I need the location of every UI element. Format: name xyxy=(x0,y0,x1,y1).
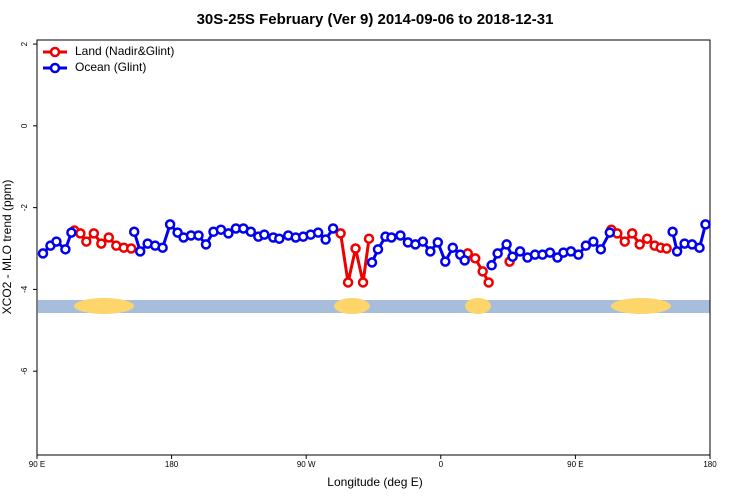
point xyxy=(459,255,470,266)
y-tick-label: -6 xyxy=(20,367,29,375)
y-tick-label: 0 xyxy=(20,123,29,128)
point xyxy=(425,246,436,257)
point xyxy=(350,243,361,254)
point xyxy=(372,244,384,255)
point xyxy=(580,240,592,251)
land-band xyxy=(74,298,134,314)
x-axis-label: Longitude (deg E) xyxy=(327,475,422,489)
land-band xyxy=(611,298,671,314)
point xyxy=(96,238,107,249)
point xyxy=(661,243,672,254)
point xyxy=(88,228,100,239)
point xyxy=(327,223,339,234)
point xyxy=(514,246,526,257)
point xyxy=(501,239,512,250)
point xyxy=(363,233,375,244)
land-band xyxy=(465,298,491,314)
point xyxy=(60,244,71,255)
point xyxy=(128,226,140,238)
legend-label: Land (Nadir&Glint) xyxy=(75,44,174,58)
point xyxy=(81,236,92,247)
point xyxy=(157,242,168,253)
point xyxy=(588,236,599,247)
x-tick-label: 90 E xyxy=(567,460,583,469)
point xyxy=(395,230,406,241)
point xyxy=(667,226,678,238)
point xyxy=(469,253,481,264)
legend-marker xyxy=(49,62,61,74)
point xyxy=(417,236,429,247)
point xyxy=(641,233,653,244)
point xyxy=(245,226,257,238)
point xyxy=(320,234,331,245)
point xyxy=(335,228,346,239)
point xyxy=(259,229,270,240)
point xyxy=(75,228,86,239)
point xyxy=(51,236,62,247)
plot-frame xyxy=(36,39,711,456)
point xyxy=(66,227,77,238)
y-tick-label: -4 xyxy=(20,285,29,293)
point xyxy=(200,239,212,250)
x-tick-label: 0 xyxy=(439,460,444,469)
point xyxy=(193,230,204,241)
point xyxy=(477,266,488,277)
point xyxy=(604,227,616,238)
point xyxy=(125,243,137,254)
y-axis-label: XCO2 - MLO trend (ppm) xyxy=(0,180,14,315)
point xyxy=(626,228,638,239)
land-mask-band xyxy=(38,298,710,314)
legend-marker xyxy=(49,46,61,58)
point xyxy=(386,232,397,243)
point xyxy=(634,239,645,250)
point xyxy=(544,247,556,258)
point xyxy=(134,246,146,257)
point xyxy=(312,227,324,238)
point xyxy=(483,277,494,288)
point xyxy=(573,249,584,260)
point xyxy=(164,219,176,230)
point xyxy=(486,260,497,271)
point xyxy=(366,257,378,268)
x-tick-label: 180 xyxy=(165,460,179,469)
x-tick-label: 90 W xyxy=(297,460,316,469)
legend-label: Ocean (Glint) xyxy=(75,60,146,74)
x-tick-label: 90 E xyxy=(29,460,45,469)
land-band xyxy=(334,298,370,314)
point xyxy=(694,242,705,253)
point xyxy=(37,248,49,259)
point xyxy=(595,244,607,255)
point xyxy=(440,256,451,267)
point xyxy=(103,232,115,243)
point xyxy=(700,219,711,230)
chart-title: 30S-25S February (Ver 9) 2014-09-06 to 2… xyxy=(197,11,554,28)
point xyxy=(357,277,369,288)
point xyxy=(619,236,631,247)
point xyxy=(671,246,683,257)
point xyxy=(447,242,459,253)
point xyxy=(492,248,503,259)
point xyxy=(432,237,444,248)
point xyxy=(274,233,285,244)
point xyxy=(507,251,518,262)
y-tick-label: -2 xyxy=(20,204,29,212)
ocean-band xyxy=(38,300,710,313)
point xyxy=(342,277,354,288)
y-tick-label: 2 xyxy=(20,41,29,46)
point xyxy=(223,228,234,239)
x-tick-label: 180 xyxy=(703,460,717,469)
